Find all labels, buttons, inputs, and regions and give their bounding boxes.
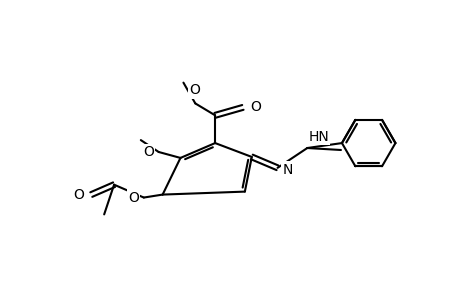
Text: O: O	[73, 188, 84, 202]
Text: N: N	[282, 163, 292, 177]
Text: O: O	[189, 83, 199, 98]
Text: O: O	[143, 145, 153, 159]
Text: O: O	[128, 190, 139, 205]
Text: HN: HN	[308, 130, 328, 144]
Text: O: O	[249, 100, 260, 114]
